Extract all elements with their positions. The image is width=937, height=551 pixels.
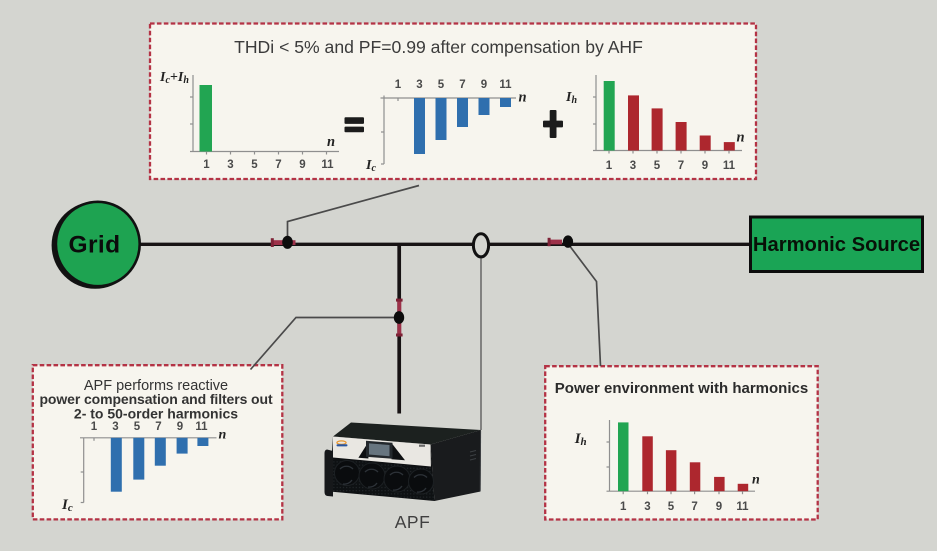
svg-text:5: 5 <box>134 421 141 433</box>
svg-text:9: 9 <box>716 501 722 513</box>
svg-text:3: 3 <box>227 159 233 171</box>
svg-text:APF performs reactive: APF performs reactive <box>84 378 228 394</box>
svg-text:7: 7 <box>678 160 684 172</box>
svg-text:3: 3 <box>416 79 422 91</box>
svg-text:Ic: Ic <box>365 158 376 174</box>
svg-text:11: 11 <box>499 79 512 91</box>
svg-text:n: n <box>519 90 527 106</box>
svg-text:9: 9 <box>299 159 305 171</box>
svg-text:1: 1 <box>620 501 627 513</box>
svg-text:1: 1 <box>91 421 98 433</box>
svg-text:Power environment with harmoni: Power environment with harmonics <box>555 380 808 397</box>
svg-text:3: 3 <box>630 160 636 172</box>
svg-text:APF: APF <box>395 512 431 532</box>
svg-text:9: 9 <box>177 421 183 433</box>
svg-text:3: 3 <box>112 421 118 433</box>
svg-text:2- to 50-order harmonics: 2- to 50-order harmonics <box>74 406 238 422</box>
svg-text:5: 5 <box>668 501 675 513</box>
svg-text:Ic: Ic <box>61 497 73 514</box>
svg-text:11: 11 <box>195 421 208 433</box>
svg-text:n: n <box>737 130 745 146</box>
svg-text:power compensation and filters: power compensation and filters out <box>39 391 273 407</box>
svg-text:9: 9 <box>481 79 487 91</box>
svg-text:7: 7 <box>691 501 697 513</box>
svg-text:n: n <box>219 428 227 443</box>
svg-text:7: 7 <box>275 159 281 171</box>
svg-text:n: n <box>327 134 335 150</box>
svg-text:1: 1 <box>395 79 402 91</box>
svg-text:n: n <box>752 473 760 488</box>
svg-text:3: 3 <box>644 501 650 513</box>
svg-text:7: 7 <box>155 421 161 433</box>
svg-text:5: 5 <box>438 79 445 91</box>
svg-text:THDi < 5% and PF=0.99 after co: THDi < 5% and PF=0.99 after compensation… <box>234 37 643 57</box>
svg-text:7: 7 <box>459 79 465 91</box>
svg-text:1: 1 <box>606 160 613 172</box>
svg-text:11: 11 <box>736 501 749 513</box>
svg-text:Ih: Ih <box>574 431 587 448</box>
svg-text:11: 11 <box>723 160 736 172</box>
svg-text:9: 9 <box>702 160 708 172</box>
svg-text:1: 1 <box>203 159 210 171</box>
svg-text:Harmonic Source: Harmonic Source <box>753 234 920 256</box>
svg-text:5: 5 <box>654 160 661 172</box>
svg-text:Grid: Grid <box>69 232 121 259</box>
svg-text:5: 5 <box>251 159 258 171</box>
svg-text:11: 11 <box>321 159 334 171</box>
